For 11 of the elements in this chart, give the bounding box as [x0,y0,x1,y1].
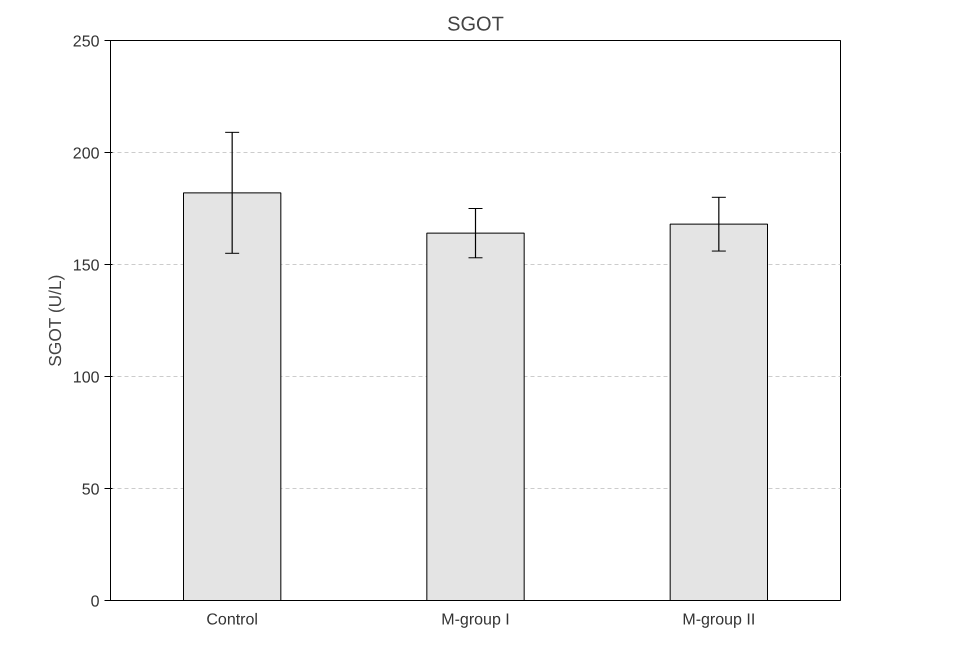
y-tick-label: 0 [90,594,100,610]
chart-title: SGOT [447,14,504,36]
y-tick-label: 50 [82,482,100,498]
y-axis-title: SGOT (U/L) [44,274,65,367]
x-tick-label: M-group II [682,612,756,628]
y-tick-label: 200 [72,146,100,162]
y-tick-label: 150 [72,258,100,274]
y-tick-label: 250 [72,34,100,50]
x-tick-label: M-group I [441,612,510,628]
x-tick-label: Control [206,612,258,628]
y-tick-label: 100 [72,370,100,386]
